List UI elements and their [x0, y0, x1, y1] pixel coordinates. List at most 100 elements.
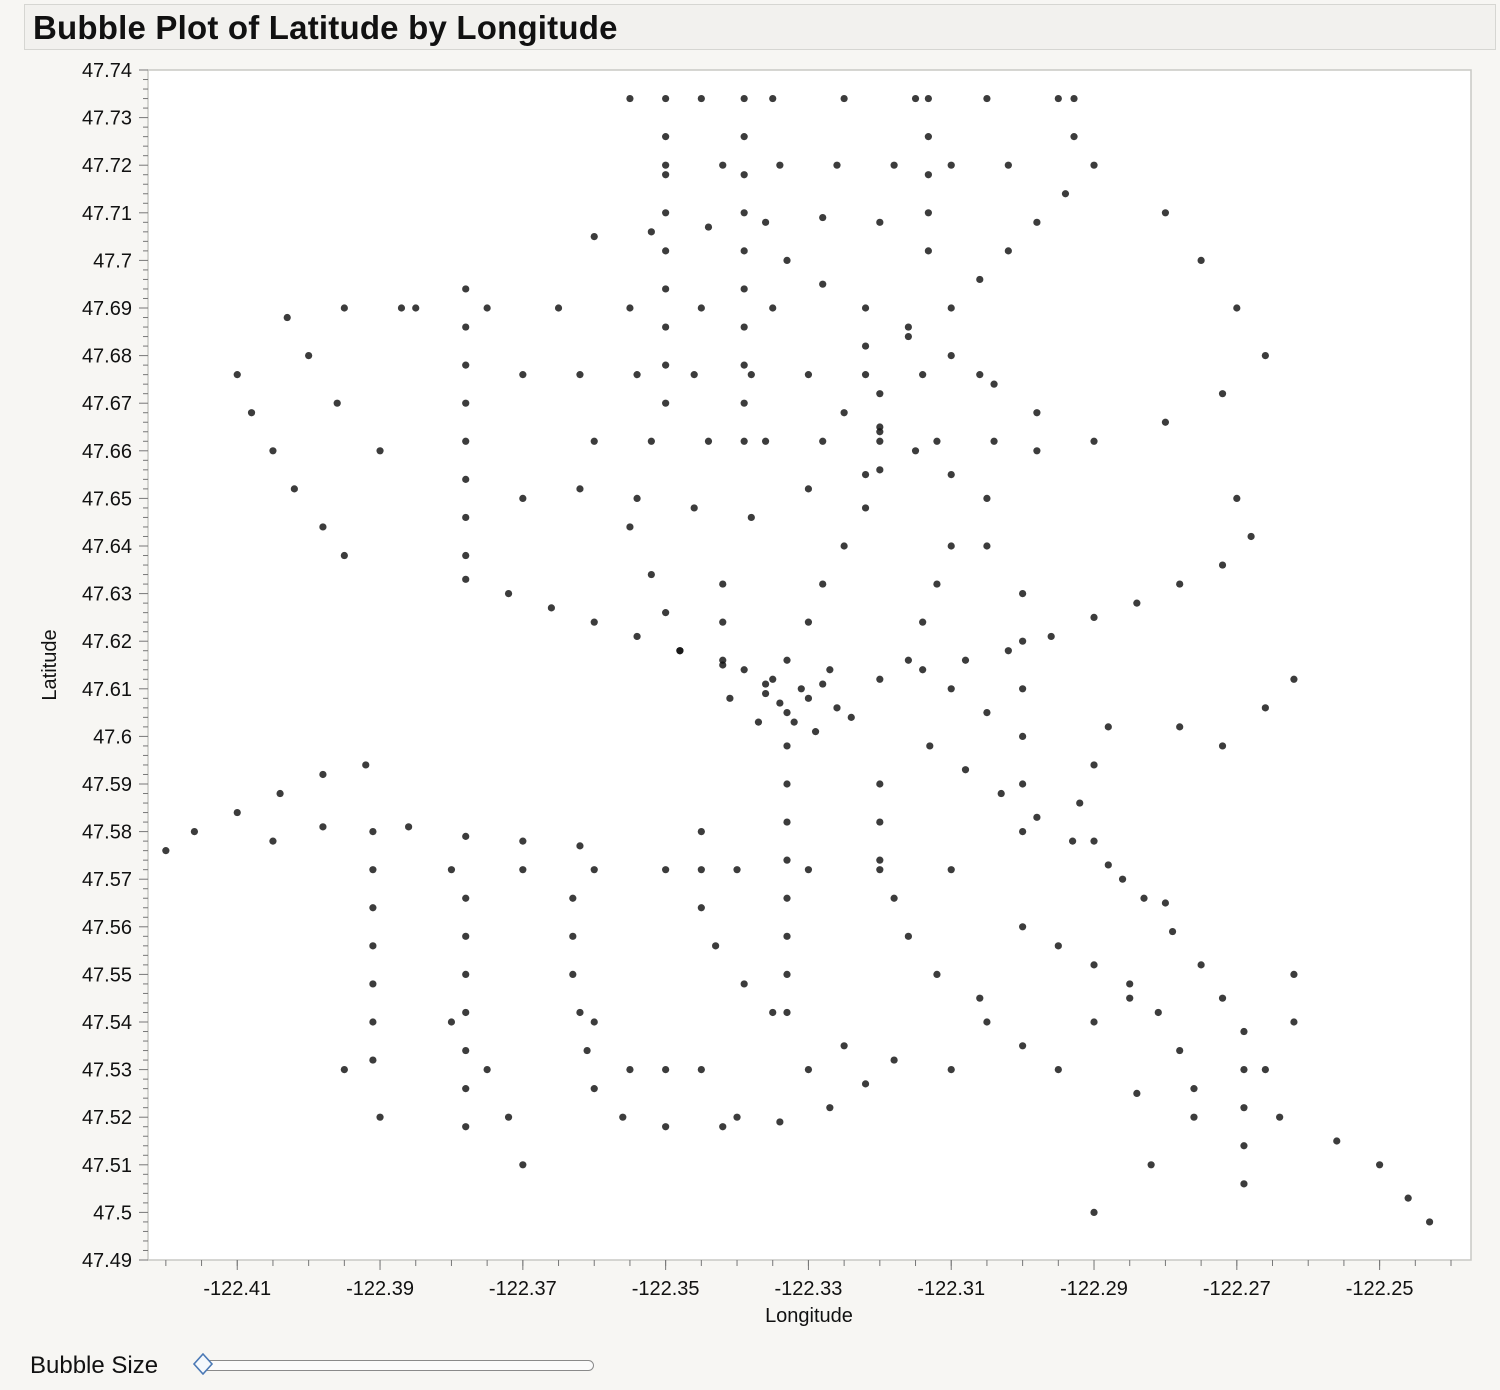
data-point [890, 161, 898, 169]
data-point [924, 94, 932, 103]
data-point [1070, 133, 1078, 141]
data-point [369, 904, 377, 912]
data-point [876, 818, 884, 826]
data-point [876, 218, 884, 226]
y-tick-label: 47.57 [82, 869, 132, 891]
data-point [1047, 632, 1055, 641]
data-point [1019, 637, 1027, 645]
x-tick-label: -122.27 [1203, 1278, 1271, 1300]
y-tick-label: 47.55 [82, 964, 132, 986]
data-point [462, 361, 470, 369]
data-point [690, 504, 698, 512]
bubble-size-slider-thumb[interactable] [192, 1353, 214, 1375]
data-point [961, 766, 970, 774]
bubble-size-slider-track[interactable] [202, 1360, 594, 1371]
data-point [1218, 390, 1227, 398]
data-point [976, 371, 984, 379]
data-point [990, 437, 998, 445]
data-point [733, 1113, 741, 1121]
data-point [719, 618, 727, 626]
x-axis: -122.41 -122.39 -122.37 -122.35 -122.33 -122.… [165, 1260, 1452, 1300]
data-point [1069, 837, 1077, 845]
y-tick-label: 47.67 [82, 393, 132, 415]
data-point [662, 361, 670, 369]
data-point [1090, 961, 1098, 969]
data-point [576, 371, 584, 379]
data-point [776, 1118, 784, 1126]
data-point [1104, 723, 1112, 731]
data-point [983, 94, 991, 103]
data-point [740, 247, 748, 255]
data-point [926, 742, 934, 750]
data-point [1161, 209, 1170, 217]
data-point [1290, 675, 1298, 683]
data-point [919, 666, 927, 674]
data-point [1004, 161, 1012, 169]
y-tick-label: 47.59 [82, 774, 132, 796]
data-point [761, 218, 770, 226]
x-tick-label: -122.29 [1060, 1278, 1128, 1300]
data-point [697, 904, 705, 912]
data-point [947, 304, 955, 312]
data-point [947, 352, 955, 360]
data-point [740, 361, 748, 369]
y-axis-title: Latitude [39, 629, 61, 700]
data-point [662, 161, 670, 169]
data-point [1090, 1018, 1098, 1026]
data-point [804, 694, 813, 702]
data-point [1076, 799, 1084, 807]
data-point [740, 399, 748, 407]
data-point [804, 371, 813, 379]
x-tick-label: -122.39 [346, 1278, 414, 1300]
data-point [840, 542, 848, 550]
data-point [1425, 1218, 1434, 1226]
data-point [1126, 994, 1134, 1002]
data-point [904, 656, 912, 664]
data-point [904, 323, 912, 331]
data-point [740, 133, 748, 141]
data-point [783, 709, 791, 717]
data-point [1070, 94, 1078, 103]
data-point [462, 285, 470, 293]
data-point [462, 551, 470, 560]
data-point [876, 856, 884, 864]
data-point [747, 513, 755, 522]
data-point [276, 789, 284, 798]
data-point [704, 437, 713, 445]
data-point [697, 94, 705, 103]
data-point [961, 656, 970, 664]
data-point [1240, 1104, 1248, 1112]
data-point [983, 709, 991, 717]
data-point [1197, 256, 1205, 264]
data-point [1019, 590, 1027, 598]
data-point [704, 223, 713, 231]
y-tick-label: 47.69 [82, 298, 132, 320]
data-point [947, 866, 955, 874]
y-tick-label: 47.6 [93, 726, 132, 748]
data-point [1090, 837, 1098, 845]
data-point [1126, 980, 1134, 988]
data-point [305, 352, 313, 360]
data-point [1033, 409, 1041, 417]
data-point [1004, 647, 1012, 655]
data-point [740, 980, 748, 988]
data-point [1133, 1089, 1141, 1097]
data-point [833, 704, 841, 712]
data-point [626, 304, 634, 312]
data-point [662, 285, 670, 293]
data-point [340, 304, 348, 312]
data-point [947, 161, 955, 169]
data-point [840, 1042, 848, 1050]
data-point [319, 823, 327, 831]
data-point [1140, 894, 1148, 902]
data-point [1090, 613, 1098, 622]
data-point [797, 685, 805, 693]
data-point [162, 847, 170, 855]
data-point [1054, 94, 1062, 103]
data-point [462, 475, 470, 483]
bubble-size-label: Bubble Size [30, 1352, 159, 1379]
data-point [983, 542, 991, 550]
data-point [462, 832, 470, 840]
data-point [590, 1085, 598, 1093]
data-point [783, 818, 791, 826]
